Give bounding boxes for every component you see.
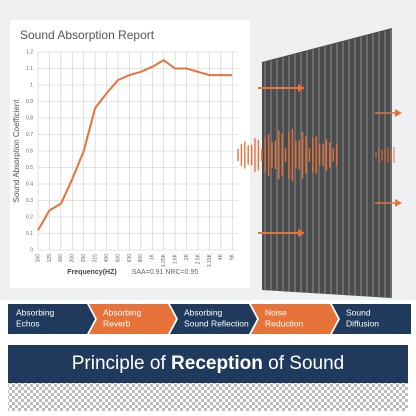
x-tick-label: 800 [138, 254, 144, 263]
x-tick-label: 400 [104, 254, 110, 263]
y-tick-label: 0 [30, 247, 33, 253]
x-tick-label: 1K [150, 253, 156, 260]
step-shape [89, 304, 176, 334]
x-tick-label: 1.25K [161, 253, 167, 267]
x-tick-label: 125 [47, 254, 53, 263]
decoration [237, 29, 402, 298]
banner-bold: Reception [171, 353, 263, 374]
banner-text: Principle of [72, 353, 167, 374]
plot: 0 0.1 0.2 0.3 0.4 0.5 0.6 0.7 0.8 0.9 1 1.1 1.2 100 12… [26, 49, 238, 267]
y-tick-label: 0.2 [26, 214, 33, 220]
line [37, 59, 233, 231]
y-tick-label: 0.3 [26, 198, 33, 204]
x-tick-label: 2K [184, 253, 190, 260]
step-label: Sound [346, 307, 371, 317]
step-label: Diffusion [346, 318, 379, 328]
y-tick-label: 1.1 [26, 66, 33, 72]
y-tick-label: 0.9 [26, 99, 33, 105]
step-shape [332, 304, 411, 334]
y-tick-label: 0.1 [26, 231, 33, 237]
arrow-head [298, 229, 305, 237]
x-tick-label: 250 [81, 254, 87, 263]
y-tick-label: 0.7 [26, 132, 33, 138]
arrow-head [395, 199, 402, 207]
x-tick-label: 1.6K [172, 253, 178, 264]
y-tick-label: 0.6 [26, 148, 33, 154]
x-tick-label: 160 [58, 254, 64, 263]
x-tick-label: 315 [92, 254, 98, 263]
x-tick-label: 5K [230, 253, 236, 260]
x-tick-label: 630 [127, 254, 133, 263]
y-axis-label: Sound Absorption Coefficient [12, 99, 21, 203]
step-shape [170, 304, 257, 334]
x-tick-label: 2.5K [195, 253, 201, 264]
x-tick-label: 500 [115, 254, 121, 263]
banner: Principle of Reception of Sound [72, 353, 345, 374]
arrow-head [395, 109, 402, 117]
annotation: SAA=0.91 NRC=0.95 [132, 269, 199, 276]
step-label: Noise [265, 307, 287, 317]
y-tick-label: 1.2 [26, 49, 33, 55]
y-tick-label: 0.5 [26, 165, 33, 171]
y-tick-label: 0.8 [26, 115, 33, 121]
steps: AbsorbingEchosAbsorbingReverbAbsorbingSo… [8, 304, 411, 334]
step-shape [8, 304, 95, 334]
x-axis-label: Frequency(HZ) [67, 269, 116, 276]
x-tick-label: 3.15K [207, 253, 213, 267]
x-tick-label: 200 [70, 254, 76, 263]
step-label: Reduction [265, 318, 304, 328]
x-tick-label: 100 [35, 254, 41, 263]
chart-panel [10, 20, 250, 288]
x-tick-label: 4K [218, 253, 224, 260]
step-label: Absorbing [103, 307, 142, 317]
step-label: Absorbing [16, 307, 55, 317]
pattern [8, 383, 408, 411]
step-label: Reverb [103, 318, 131, 328]
banner-bg [8, 345, 408, 383]
banner-text: of Sound [268, 353, 344, 374]
y-tick-label: 1 [30, 82, 33, 88]
chart-title: Sound Absorption Report [20, 28, 155, 42]
step-shape [251, 304, 338, 334]
arrow-head [298, 84, 305, 92]
y-tick-label: 0.4 [26, 181, 33, 187]
step-label: Sound Reflection [184, 318, 249, 328]
step-label: Echos [16, 318, 40, 328]
step-label: Absorbing [184, 307, 223, 317]
